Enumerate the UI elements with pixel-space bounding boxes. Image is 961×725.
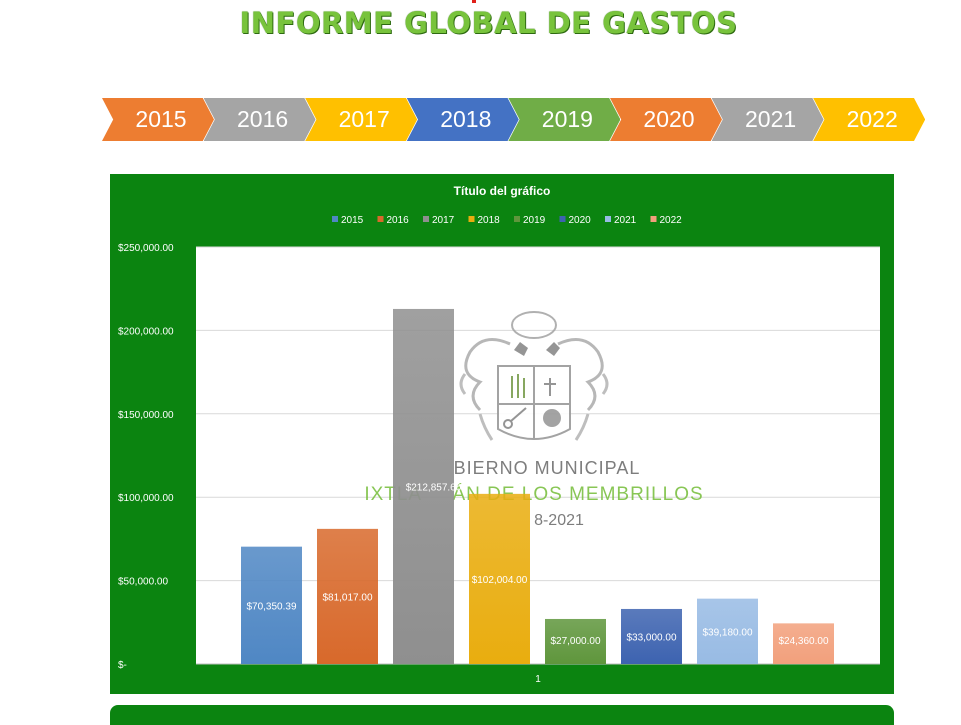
- legend-swatch-2017: [423, 216, 429, 222]
- year-selector: 2015 2016 2017 2018 2019 2020 2021 2022: [0, 0, 961, 160]
- watermark-line-3: 8-2021: [534, 512, 584, 529]
- year-tab-2018[interactable]: 2018: [406, 98, 519, 141]
- legend-label-2015: 2015: [341, 215, 364, 226]
- bar-group-2016: $81,017.00: [317, 528, 378, 664]
- legend-swatch-2022: [650, 216, 657, 222]
- x-category-label: 1: [535, 674, 541, 685]
- y-tick-label: $-: [118, 660, 127, 671]
- year-tab-2020[interactable]: 2020: [610, 98, 722, 141]
- y-tick-label: $150,000.00: [118, 410, 174, 421]
- legend-label-2018: 2018: [478, 215, 501, 226]
- bar-2019: [545, 618, 606, 664]
- chart-panel: Título del gráfico 2015 2016 2017 2018 2019 2…: [110, 174, 894, 694]
- legend-swatch-2021: [605, 216, 611, 222]
- legend-label-2022: 2022: [660, 215, 683, 226]
- chart-legend: 2015 2016 2017 2018 2019 2020 2021 2022: [332, 215, 682, 226]
- bar-group-2018: $102,004.00: [469, 493, 530, 664]
- legend-swatch-2015: [332, 216, 338, 222]
- bar-group-2020: $33,000.00: [621, 608, 682, 664]
- y-axis: $- $50,000.00 $100,000.00 $150,000.00 $200,0…: [118, 243, 174, 671]
- y-tick-label: $50,000.00: [118, 577, 168, 588]
- bar-2018: [469, 493, 530, 664]
- bar-2022: [773, 623, 834, 664]
- year-tab-2015[interactable]: 2015: [102, 98, 214, 141]
- legend-swatch-2019: [514, 216, 520, 222]
- bar-value-label-2019: $27,000.00: [550, 636, 600, 647]
- legend-label-2020: 2020: [569, 215, 592, 226]
- legend-label-2016: 2016: [387, 215, 410, 226]
- red-mark: [472, 0, 476, 3]
- bar-chart: Título del gráfico 2015 2016 2017 2018 2019 2…: [118, 184, 880, 685]
- bar-value-label-2017: $212,857.60: [406, 482, 462, 493]
- watermark-line-1: BIERNO MUNICIPAL: [454, 458, 641, 478]
- bar-value-label-2020: $33,000.00: [626, 632, 676, 643]
- bar-series: $70,350.39 $81,017.00 $212,857.60 $102,004.…: [241, 308, 834, 664]
- bar-value-label-2021: $39,180.00: [702, 627, 752, 638]
- bar-value-label-2018: $102,004.00: [472, 575, 528, 586]
- year-tab-2021[interactable]: 2021: [711, 98, 824, 141]
- bar-group-2021: $39,180.00: [697, 598, 758, 664]
- legend-swatch-2018: [468, 216, 475, 222]
- bar-value-label-2022: $24,360.00: [778, 636, 828, 647]
- y-tick-label: $100,000.00: [118, 493, 174, 504]
- bar-2021: [697, 598, 758, 664]
- bar-2020: [621, 608, 682, 664]
- bar-group-2019: $27,000.00: [545, 618, 606, 664]
- bar-value-label-2015: $70,350.39: [246, 601, 296, 612]
- x-axis: 1: [535, 674, 541, 685]
- y-tick-label: $200,000.00: [118, 326, 174, 337]
- page-title: INFORME GLOBAL DE GASTOS: [239, 6, 738, 40]
- next-panel-edge: [110, 705, 894, 725]
- year-tab-2016[interactable]: 2016: [203, 98, 316, 141]
- bar-2016: [317, 528, 378, 664]
- bar-group-2017: $212,857.60: [393, 308, 462, 664]
- bar-2017: [393, 308, 454, 664]
- year-tab-2022[interactable]: 2022: [813, 98, 926, 141]
- chart-title: Título del gráfico: [454, 184, 551, 198]
- y-tick-label: $250,000.00: [118, 243, 174, 254]
- bar-group-2015: $70,350.39: [241, 546, 302, 664]
- bar-group-2022: $24,360.00: [773, 623, 834, 664]
- legend-swatch-2020: [559, 216, 566, 222]
- legend-label-2019: 2019: [523, 215, 546, 226]
- legend-label-2021: 2021: [614, 215, 637, 226]
- year-tab-2017[interactable]: 2017: [305, 98, 418, 141]
- year-tab-2019[interactable]: 2019: [508, 98, 621, 141]
- bar-value-label-2016: $81,017.00: [322, 592, 372, 603]
- legend-label-2017: 2017: [432, 215, 455, 226]
- bar-2015: [241, 546, 302, 664]
- plot-area: [196, 247, 880, 664]
- legend-swatch-2016: [377, 216, 384, 222]
